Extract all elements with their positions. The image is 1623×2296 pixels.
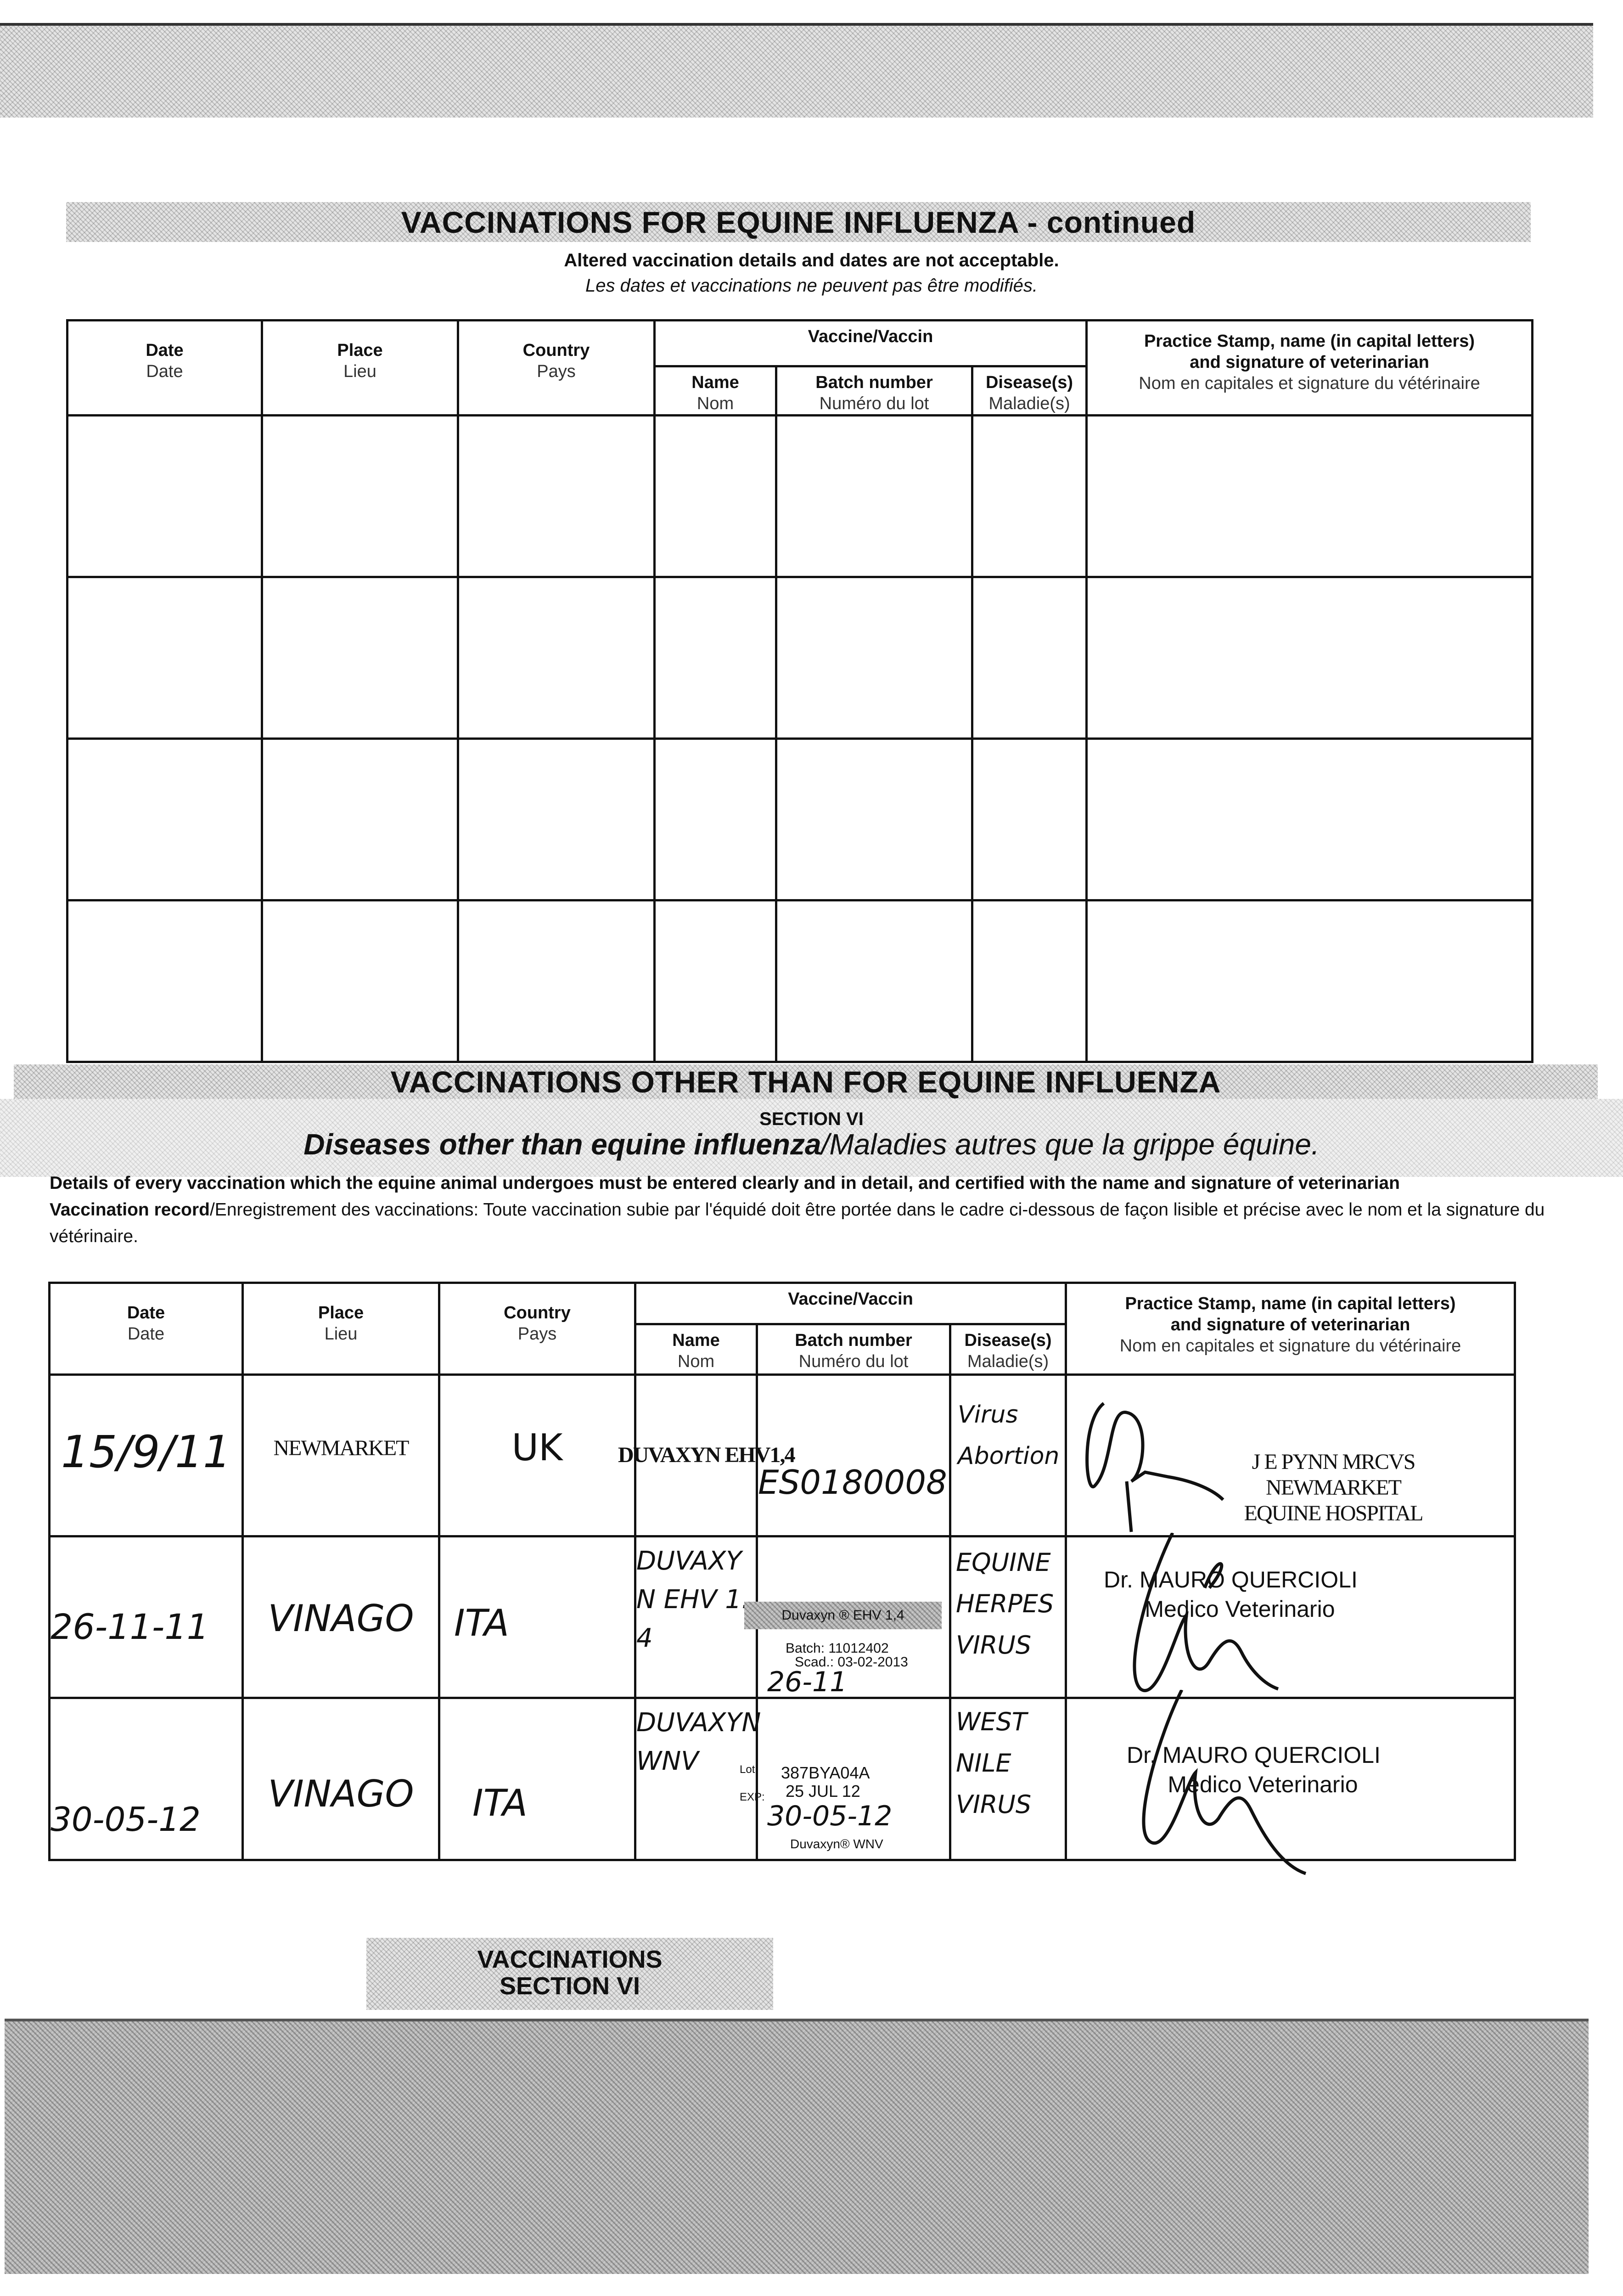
date-cell: 15/9/11 [61, 1426, 231, 1478]
header-name: Name Nom [653, 365, 777, 416]
table-row: 30-05-12 VINAGO ITA DUVAXYN WNV Lot: 387… [48, 1690, 1516, 1875]
exp-label: EXP: [740, 1791, 765, 1803]
influenza-vaccination-table: Date Date Place Lieu Country Pays Vaccine/V… [66, 319, 1533, 1063]
header-disease: Disease(s) Maladie(s) [949, 1323, 1067, 1376]
signature [1085, 1402, 1224, 1532]
batch-number: Batch: 11012402 [786, 1641, 889, 1656]
header-stamp: Practice Stamp, name (in capital letters… [1065, 1282, 1516, 1376]
details-text: Details of every vaccination which the e… [50, 1170, 1565, 1250]
signature [1133, 1533, 1279, 1692]
section-title-other: VACCINATIONS OTHER THAN FOR EQUINE INFLU… [14, 1064, 1598, 1099]
section-subtitle: Diseases other than equine influenza/Mal… [0, 1127, 1623, 1161]
table-row: 26-11-11 VINAGO ITA DUVAXYN EHV 1.4 Duva… [48, 1533, 1516, 1699]
footer-tab-line1: VACCINATIONS [477, 1946, 663, 1973]
header-batch: Batch number Numéro du lot [756, 1323, 951, 1376]
batch-hand-date: 26-11 [767, 1666, 848, 1698]
warning-fr: Les dates et vaccinations ne peuvent pas… [585, 276, 1038, 296]
batch-hand-date: 30-05-12 [767, 1800, 893, 1832]
table-row [66, 899, 1533, 1063]
place-cell: NEWMARKET [273, 1436, 410, 1460]
country-cell: UK [511, 1426, 563, 1469]
country-cell: ITA [472, 1782, 528, 1824]
warning-en: Altered vaccination details and dates ar… [564, 250, 1059, 270]
country-cell: ITA [454, 1602, 509, 1644]
lot-number: 387BYA04A [781, 1763, 870, 1782]
signature [1142, 1690, 1307, 1875]
lot-label: Lot: [740, 1763, 758, 1776]
details-fr: /Enregistrement des vaccinations: Toute … [50, 1200, 1545, 1246]
date-cell: 26-11-11 [51, 1606, 209, 1647]
details-en: Details of every vaccination which the e… [50, 1173, 1400, 1193]
date-cell: 30-05-12 [51, 1800, 201, 1839]
header-stamp: Practice Stamp, name (in capital letters… [1085, 319, 1533, 416]
header-place: Place Lieu [261, 319, 459, 416]
details-fr-label: Vaccination record [50, 1200, 210, 1220]
stamp-text: J E PYNN MRCVS NEWMARKET EQUINE HOSPITAL [1244, 1450, 1424, 1525]
footer-section-tab: VACCINATIONS SECTION VI [366, 1938, 773, 2010]
vaccine-name: DUVAXYN WNV [636, 1708, 761, 1776]
disease-cell: WEST NILE VIRUS [956, 1707, 1032, 1819]
section-label: SECTION VI [759, 1109, 864, 1129]
header-vaccine: Vaccine/Vaccin [634, 1282, 1067, 1325]
disease-cell: EQUINE HERPES VIRUS [956, 1548, 1054, 1660]
stamp-text: Dr. MAURO QUERCIOLI Medico Veterinario [1104, 1567, 1358, 1622]
header-date: Date Date [48, 1282, 244, 1376]
header-name: Name Nom [634, 1323, 758, 1376]
vaccine-name: DUVAXYN EHV 1.4 [636, 1546, 750, 1653]
batch-cell: ES0180008 [758, 1463, 947, 1502]
scan-footer-band [5, 2019, 1589, 2274]
stamp-text: Dr. MAURO QUERCIOLI Medico Veterinario [1127, 1742, 1381, 1797]
header-batch: Batch number Numéro du lot [775, 365, 973, 416]
batch-label-sticker: Duvaxyn ® EHV 1,4 [744, 1602, 942, 1629]
header-country: Country Pays [438, 1282, 636, 1376]
section-title-text: VACCINATIONS FOR EQUINE INFLUENZA - cont… [401, 205, 1196, 239]
vaccine-name: DUVAXYN EHV1,4 [618, 1443, 795, 1467]
table-row [66, 737, 1533, 901]
scan-header-strip [0, 23, 1593, 118]
table-row [66, 576, 1533, 740]
other-vaccination-table: Date Date Place Lieu Country Pays Vaccine/V… [48, 1282, 1516, 1875]
scan-noise-band [0, 1099, 1623, 1177]
place-cell: VINAGO [268, 1773, 414, 1815]
footer-tab-line2: SECTION VI [499, 1972, 640, 2000]
section-title-influenza: VACCINATIONS FOR EQUINE INFLUENZA - cont… [66, 202, 1531, 242]
subtitle-en: Diseases other than equine influenza [303, 1128, 821, 1161]
header-date: Date Date [66, 319, 263, 416]
batch-expiry: Scad.: 03-02-2013 [795, 1654, 908, 1670]
subtitle-fr: /Maladies autres que la grippe équine. [821, 1128, 1320, 1161]
place-cell: VINAGO [268, 1597, 414, 1640]
table-row [66, 414, 1533, 578]
disease-cell: Virus Abortion [958, 1401, 1060, 1470]
exp-date: 25 JUL 12 [786, 1782, 860, 1801]
header-place: Place Lieu [241, 1282, 440, 1376]
table-row: 15/9/11 NEWMARKET UK DUVAXYN EHV1,4 ES01… [48, 1373, 1516, 1537]
header-vaccine: Vaccine/Vaccin [653, 319, 1088, 367]
header-country: Country Pays [457, 319, 656, 416]
section-title-text: VACCINATIONS OTHER THAN FOR EQUINE INFLU… [390, 1064, 1221, 1099]
header-disease: Disease(s) Maladie(s) [971, 365, 1088, 416]
batch-label: Duvaxyn® WNV [790, 1837, 883, 1851]
